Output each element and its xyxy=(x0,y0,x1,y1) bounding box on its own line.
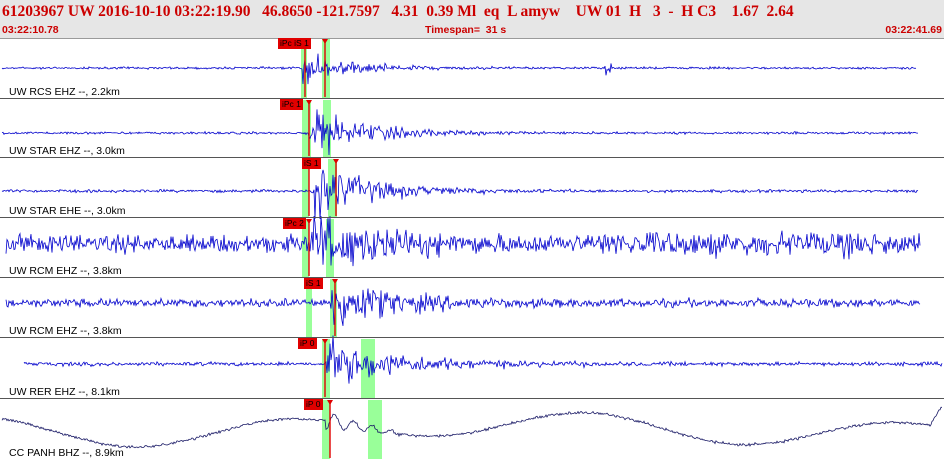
pick-window-highlight xyxy=(302,100,311,157)
window-end-time: 03:22:41.69 xyxy=(885,24,942,36)
station-label: UW RCM EHZ --, 3.8km xyxy=(9,325,122,337)
timespan-readout: Timespan= 31 s xyxy=(425,24,507,36)
waveform-trace xyxy=(5,215,921,267)
trace-row[interactable]: UW RCM EHZ --, 3.8km iPc 2 xyxy=(0,218,944,278)
trace-row[interactable]: UW STAR EHZ --, 3.0km iPc 1 xyxy=(0,99,944,158)
waveform-trace xyxy=(23,335,943,384)
pick-flag[interactable]: iS 1 xyxy=(304,278,323,289)
pick-marker-triangle xyxy=(327,400,333,405)
event-header: 61203967 UW 2016-10-10 03:22:19.90 46.86… xyxy=(0,0,944,39)
pick-window-highlight xyxy=(306,279,312,337)
pick-marker-triangle xyxy=(306,100,312,105)
pick-flag[interactable]: iP 0 xyxy=(298,338,317,349)
trace-row[interactable]: UW RCS EHZ --, 2.2km iPc iS 1 xyxy=(0,38,944,99)
trace-row[interactable]: UW RER EHZ --, 8.1km iP 0 xyxy=(0,338,944,399)
pick-window-highlight xyxy=(322,339,330,398)
station-label: UW STAR EHE --, 3.0km xyxy=(9,205,126,217)
pick-marker-triangle xyxy=(322,39,328,44)
pick-window-highlight xyxy=(302,219,309,277)
pick-flag[interactable]: iPc 1 xyxy=(280,99,303,110)
pick-flag[interactable]: iS 1 xyxy=(302,158,321,169)
waveform-trace xyxy=(1,53,917,85)
pick-window-highlight xyxy=(322,39,330,98)
pick-window-highlight xyxy=(326,219,334,277)
pick-window-highlight xyxy=(323,100,331,157)
trace-row[interactable]: UW RCM EHZ --, 3.8km iS 1 xyxy=(0,278,944,338)
pick-marker-triangle xyxy=(333,159,339,164)
waveform-trace xyxy=(1,406,942,449)
pick-marker-triangle xyxy=(332,279,338,284)
pick-window-highlight xyxy=(368,400,382,459)
waveform-trace xyxy=(1,169,919,220)
pick-flag[interactable]: iPc 2 xyxy=(283,218,306,229)
pick-flag[interactable]: iPc iS 1 xyxy=(278,38,311,49)
station-label: UW RER EHZ --, 8.1km xyxy=(9,386,120,398)
trace-row[interactable]: CC PANH BHZ --, 8.9km iP 0 xyxy=(0,399,944,460)
waveform-trace xyxy=(1,109,918,156)
pick-marker-triangle xyxy=(306,219,312,224)
pick-window-highlight xyxy=(302,159,309,217)
pick-flag[interactable]: iP 0 xyxy=(304,399,323,410)
station-label: CC PANH BHZ --, 8.9km xyxy=(9,447,124,459)
pick-marker-triangle xyxy=(322,339,328,344)
trace-row[interactable]: UW STAR EHE --, 3.0km iS 1 xyxy=(0,158,944,218)
station-label: UW RCS EHZ --, 2.2km xyxy=(9,86,120,98)
seismogram-panel[interactable]: UW RCS EHZ --, 2.2km iPc iS 1 UW STAR EH… xyxy=(0,38,944,460)
station-label: UW STAR EHZ --, 3.0km xyxy=(9,145,125,157)
waveform-trace xyxy=(5,288,921,326)
event-summary: 61203967 UW 2016-10-10 03:22:19.90 46.86… xyxy=(2,3,794,20)
window-start-time: 03:22:10.78 xyxy=(2,24,59,36)
station-label: UW RCM EHZ --, 3.8km xyxy=(9,265,122,277)
